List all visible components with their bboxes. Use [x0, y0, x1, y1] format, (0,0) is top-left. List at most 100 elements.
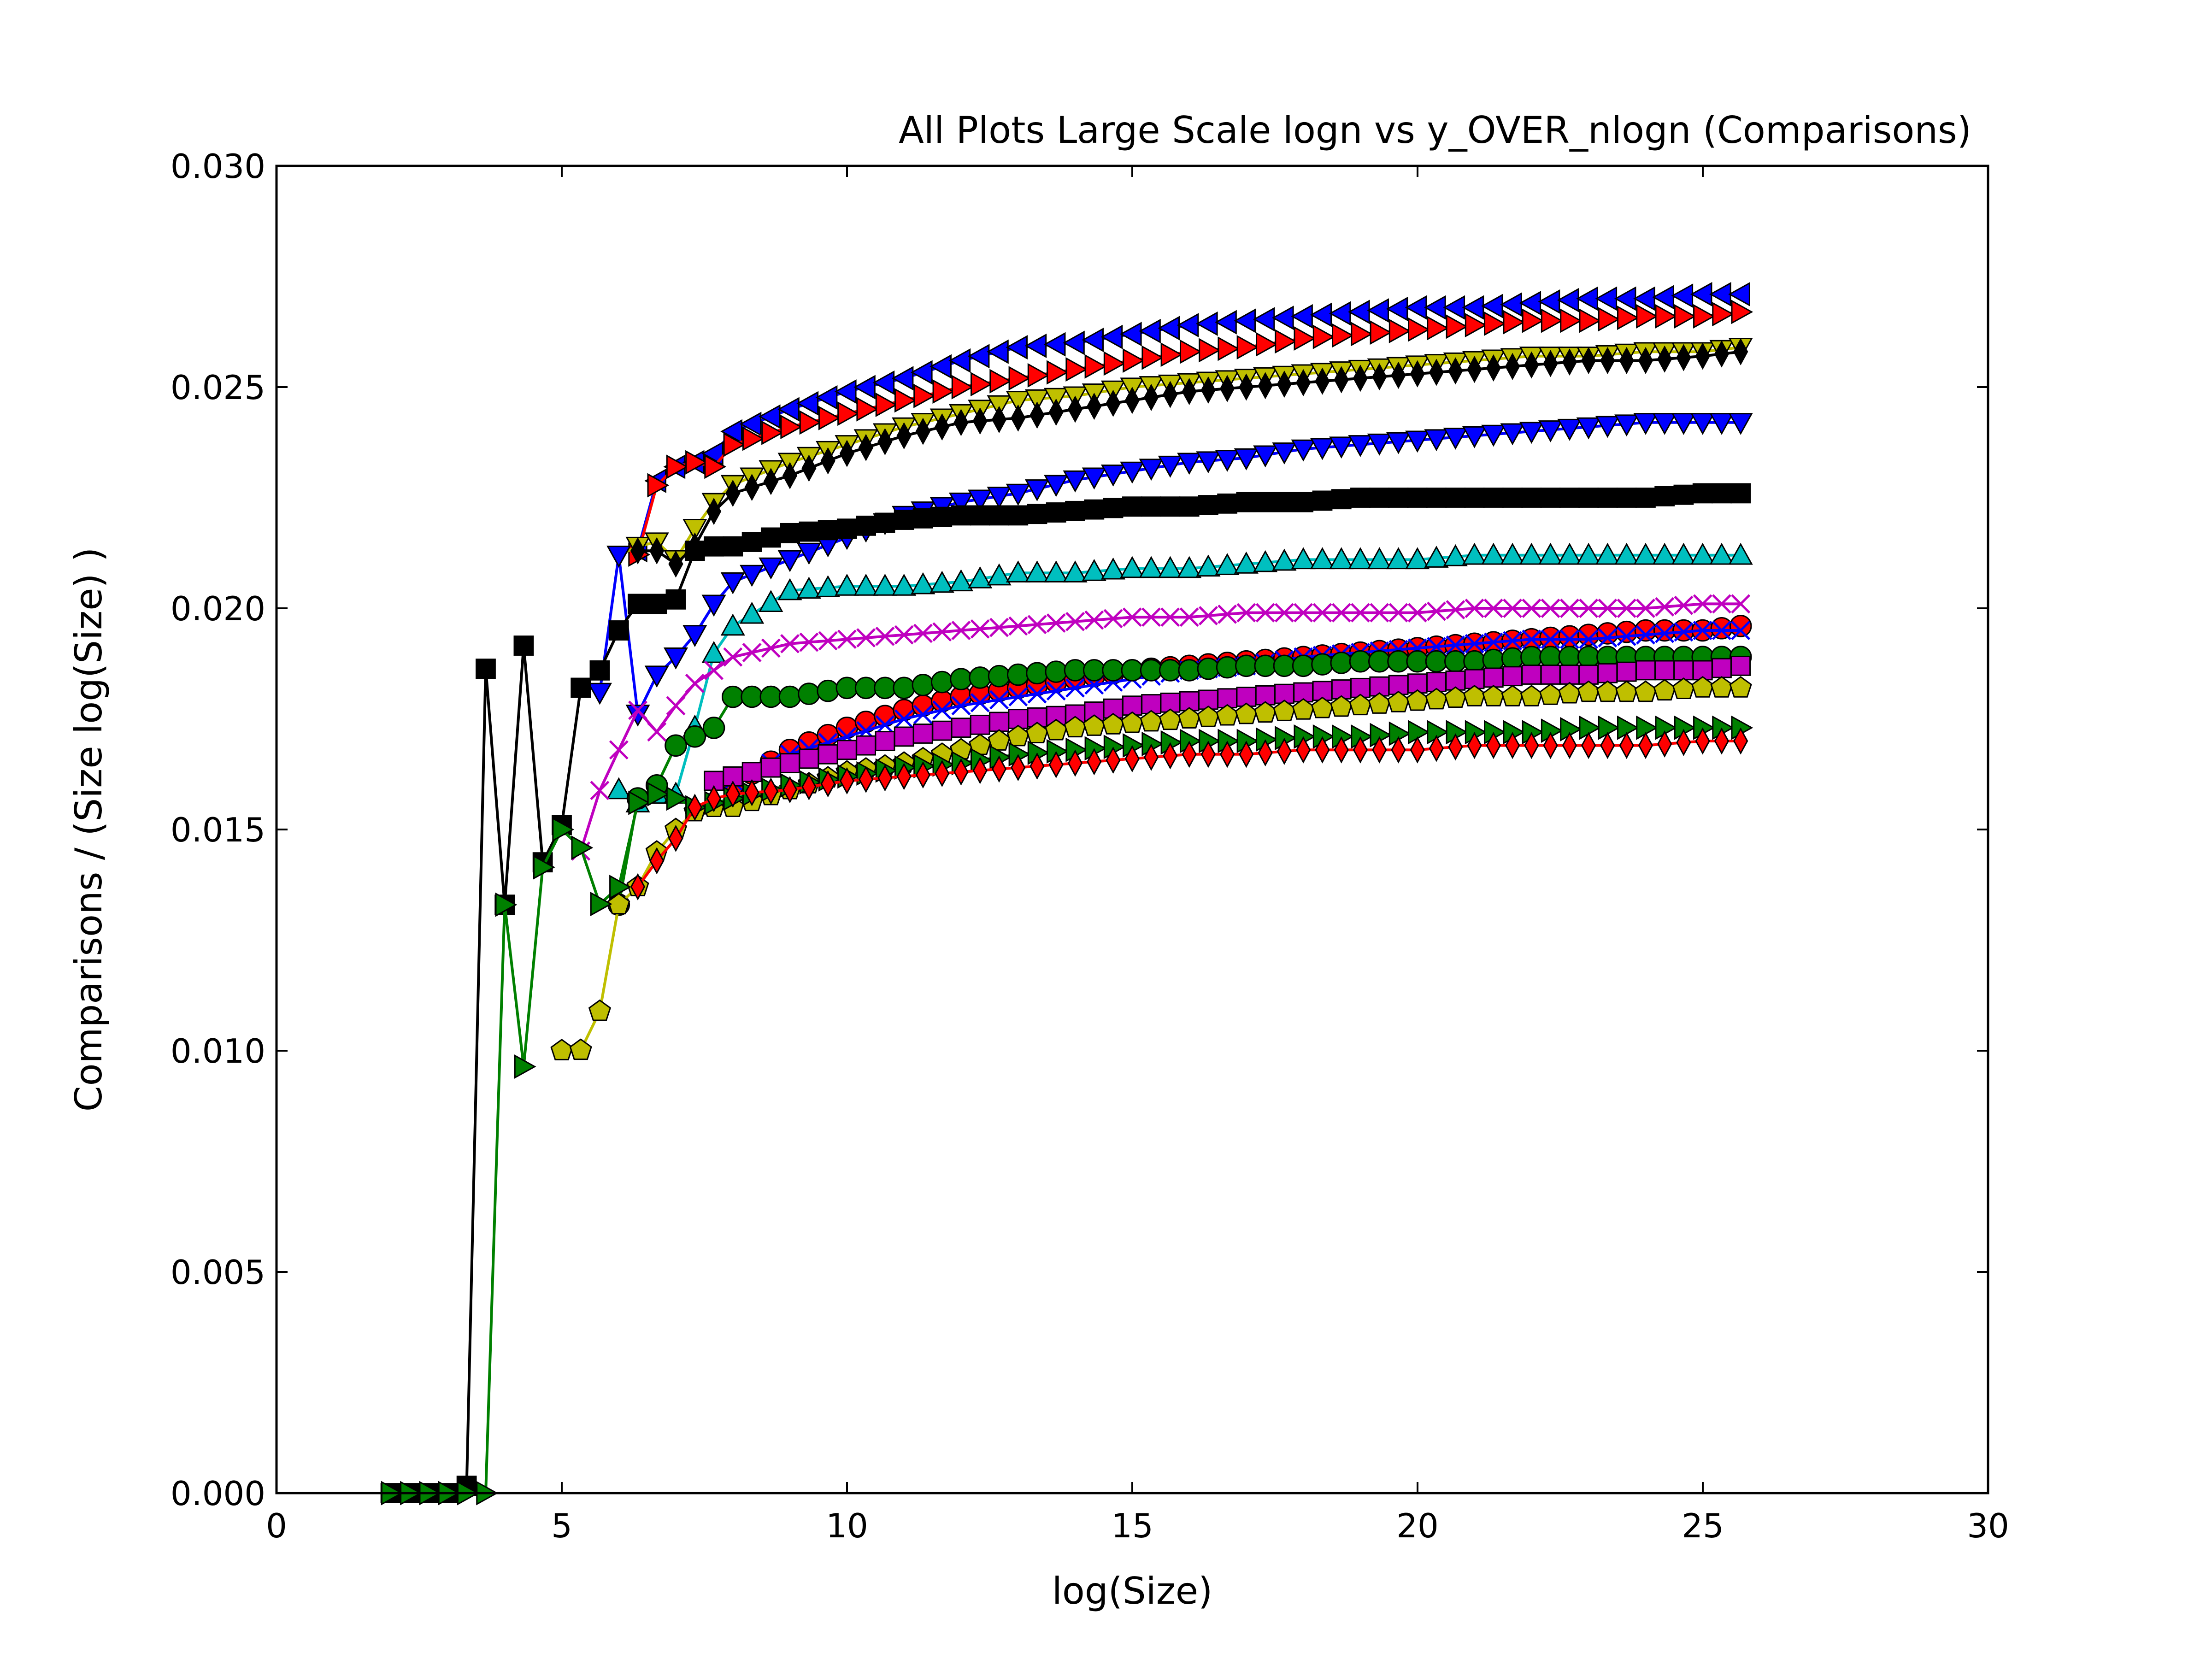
data-point — [1272, 442, 1297, 465]
data-point — [1294, 603, 1313, 623]
data-point — [1733, 338, 1748, 365]
data-point — [896, 763, 912, 790]
data-point — [1124, 745, 1140, 772]
data-point — [858, 434, 874, 461]
data-point — [894, 388, 917, 413]
data-point — [1541, 629, 1560, 649]
data-point — [1310, 438, 1335, 460]
data-point — [1197, 657, 1220, 680]
data-point — [759, 685, 782, 708]
data-point — [1730, 483, 1751, 504]
data-point-stroke — [609, 740, 629, 760]
data-point-stroke — [1027, 684, 1047, 704]
data-point-stroke — [1731, 594, 1751, 614]
data-point — [1462, 295, 1484, 320]
data-point — [1048, 398, 1064, 426]
data-point-stroke — [875, 715, 895, 735]
data-point — [1347, 300, 1370, 324]
data-point — [1712, 302, 1735, 327]
data-point — [1106, 747, 1121, 774]
data-point-stroke — [1294, 603, 1313, 623]
data-point — [837, 401, 859, 426]
data-point — [1082, 328, 1104, 353]
data-point — [1103, 609, 1123, 629]
data-point — [609, 740, 629, 760]
data-point — [801, 454, 817, 482]
data-point — [1444, 650, 1467, 673]
data-point — [913, 624, 933, 643]
data-point — [1044, 560, 1069, 582]
data-point — [989, 712, 1009, 732]
data-point — [1558, 646, 1581, 668]
data-point — [780, 523, 800, 543]
data-point-stroke — [742, 643, 762, 662]
data-point — [951, 375, 974, 400]
data-point — [932, 622, 952, 642]
data-point — [1350, 603, 1370, 623]
data-point — [854, 677, 877, 700]
data-point — [1691, 676, 1714, 698]
data-point — [836, 518, 857, 539]
data-point — [1405, 547, 1430, 570]
data-point — [1011, 754, 1026, 782]
data-point — [571, 835, 594, 860]
data-point — [1195, 311, 1218, 336]
data-point — [1367, 547, 1392, 570]
data-point — [877, 428, 893, 455]
data-point — [1046, 681, 1066, 701]
data-point — [1008, 505, 1029, 526]
data-point — [1464, 488, 1485, 508]
data-point — [589, 660, 610, 681]
data-point — [1638, 732, 1653, 759]
data-point — [1484, 311, 1506, 336]
data-point — [1087, 393, 1102, 420]
data-point-stroke — [1218, 604, 1237, 624]
data-point — [1310, 302, 1332, 327]
data-point — [777, 550, 802, 572]
data-point — [1597, 663, 1618, 683]
data-point — [1729, 615, 1752, 637]
data-point-stroke — [1179, 607, 1199, 627]
data-point — [1388, 603, 1408, 623]
data-point — [1692, 483, 1713, 504]
data-point — [1196, 451, 1221, 474]
data-point — [1291, 547, 1316, 570]
data-point — [1714, 727, 1730, 755]
data-point-stroke — [1427, 601, 1446, 621]
data-point — [1731, 621, 1751, 640]
data-point-stroke — [1635, 625, 1655, 645]
data-point-stroke — [1027, 615, 1047, 635]
data-point — [1006, 335, 1028, 360]
data-point — [685, 450, 707, 475]
data-point — [1255, 492, 1276, 512]
data-point — [647, 722, 667, 742]
data-point — [1179, 496, 1200, 517]
data-point — [987, 563, 1012, 586]
data-point — [1312, 603, 1332, 623]
data-point — [1502, 488, 1523, 508]
data-point — [761, 420, 783, 445]
data-point — [951, 505, 971, 526]
x-tick-label: 20 — [1396, 1506, 1439, 1545]
data-point-stroke — [1160, 607, 1180, 627]
data-point — [665, 734, 687, 757]
data-point — [1106, 389, 1121, 417]
data-point — [590, 781, 610, 800]
data-point — [1103, 351, 1126, 376]
data-point — [1505, 732, 1520, 759]
data-point — [780, 634, 800, 653]
data-point — [1158, 316, 1180, 341]
data-point — [1065, 500, 1085, 521]
data-point — [892, 573, 917, 596]
data-point — [761, 638, 781, 658]
data-point-stroke — [780, 634, 800, 653]
data-point-stroke — [1559, 629, 1579, 649]
data-point — [1407, 488, 1428, 508]
data-point — [1331, 603, 1351, 623]
data-point — [932, 720, 953, 741]
data-point — [1008, 366, 1031, 391]
data-point — [1215, 553, 1240, 575]
data-point — [970, 714, 990, 735]
data-point-stroke — [1065, 678, 1085, 698]
data-point — [986, 339, 1009, 364]
